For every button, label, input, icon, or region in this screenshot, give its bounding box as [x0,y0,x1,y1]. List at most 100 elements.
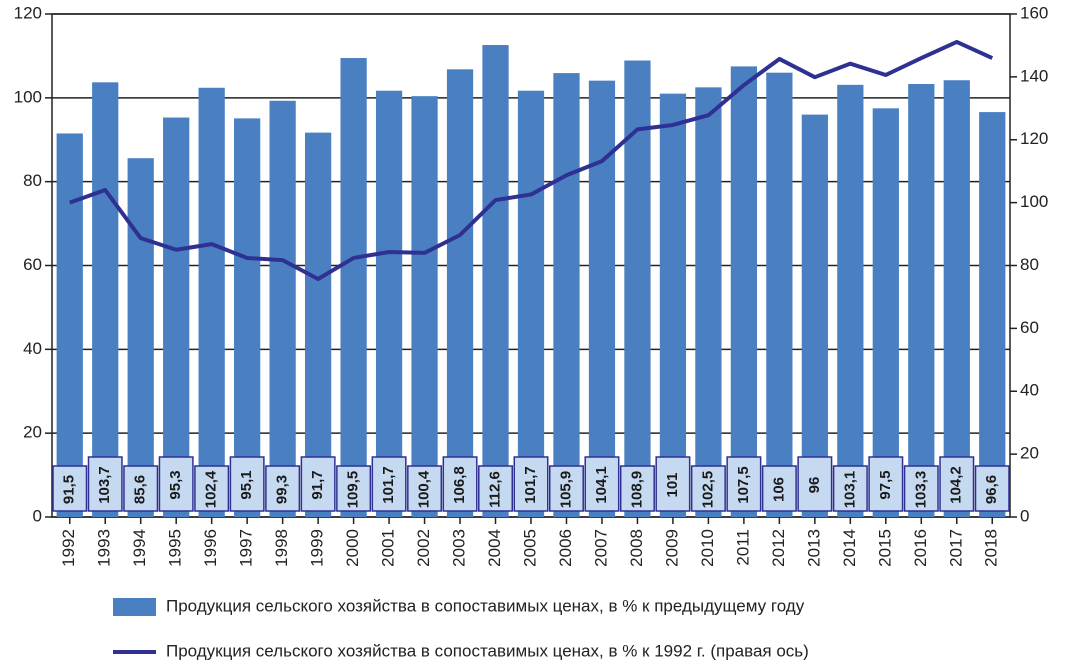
bar [837,84,864,517]
y-tick-label: 60 [23,255,42,274]
x-tick-label: 1992 [59,529,78,567]
value-label: 102,4 [203,470,220,508]
x-tick-label: 2002 [414,529,433,567]
bar [127,158,154,517]
value-label-box [868,456,904,512]
bar [92,82,119,518]
x-tick-label: 2010 [698,529,717,567]
legend-label: Продукция сельского хозяйства в сопостав… [166,596,805,615]
y2-tick-label: 80 [1020,255,1039,274]
x-tick-label: 2011 [733,529,752,566]
bar [446,69,474,517]
value-label: 91,7 [309,470,326,499]
bar [766,72,793,517]
bar [872,108,899,517]
value-label-box [548,465,584,512]
y-tick-label: 120 [14,3,42,22]
bar [517,90,545,518]
x-tick-label: 1993 [95,529,114,567]
bar [163,117,190,517]
value-label-box [52,465,88,512]
value-label: 97,5 [877,470,894,499]
value-label: 101,7 [380,466,397,504]
x-tick-label: 1994 [130,529,149,567]
value-label: 105,9 [557,471,574,509]
value-label: 104,2 [948,466,965,504]
bar [56,133,83,517]
y2-tick-label: 160 [1020,3,1048,22]
value-label: 95,1 [238,470,255,499]
value-label-box [974,465,1010,512]
y-tick-label: 100 [14,87,42,106]
y2-tick-label: 100 [1020,192,1048,211]
value-label-box [761,465,797,512]
value-label-box [442,456,478,512]
x-tick-label: 2003 [450,529,469,567]
value-label: 107,5 [735,466,752,504]
y-tick-label: 40 [23,339,42,358]
value-label-box [832,465,868,512]
x-tick-label: 1999 [308,529,327,567]
bar [198,87,225,518]
bar [553,73,580,517]
legend-swatch [113,598,156,616]
y2-tick-label: 0 [1020,506,1029,525]
y2-tick-label: 120 [1020,129,1048,148]
value-label-box [194,465,230,512]
value-label: 91,5 [61,475,78,504]
x-tick-label: 2015 [875,529,894,567]
bar [269,100,296,517]
x-tick-label: 1997 [237,529,256,567]
x-tick-label: 2017 [946,529,965,567]
x-tick-label: 2005 [520,529,539,567]
bar [482,45,509,517]
x-tick-label: 2006 [556,529,575,567]
value-label-box [797,456,833,512]
x-tick-label: 2000 [343,529,362,567]
value-label-box [903,465,939,512]
y-tick-label: 20 [23,423,42,442]
x-tick-label: 2001 [379,529,398,567]
x-tick-label: 2018 [982,529,1001,567]
value-label-box [655,456,691,512]
bar [695,87,722,518]
x-tick-label: 1996 [201,529,220,567]
value-label-box [939,456,975,512]
y2-tick-label: 20 [1020,444,1039,463]
value-label-box [407,465,443,512]
value-label-box [371,456,407,512]
value-label-box [690,465,726,512]
x-tick-label: 2016 [911,529,930,567]
bar [908,84,935,518]
x-tick-label: 2014 [840,529,859,567]
x-tick-label: 2013 [804,529,823,567]
value-label: 96,6 [983,475,1000,504]
value-label-box [336,465,372,512]
value-label: 103,3 [912,471,929,509]
bar [411,96,438,517]
bar [340,58,367,517]
x-tick-label: 2007 [591,529,610,567]
value-label: 101 [664,472,681,497]
value-label-box [584,456,620,512]
bar [659,93,687,518]
bar [304,132,332,518]
value-label: 106,8 [451,466,468,504]
bar [801,114,828,517]
value-label-box [123,465,159,512]
bar [588,80,616,518]
value-label-box [619,465,655,512]
line [69,39,994,282]
value-label-box [265,465,301,512]
x-tick-label: 1998 [272,529,291,567]
y2-tick-label: 60 [1020,318,1039,337]
value-label-box [158,456,194,512]
value-label: 106 [770,477,787,502]
y-tick-label: 80 [23,171,42,190]
y2-tick-label: 40 [1020,381,1039,400]
value-label-box [87,456,123,512]
value-label: 108,9 [628,471,645,509]
x-tick-label: 2012 [769,529,788,567]
x-tick-label: 1995 [166,529,185,567]
